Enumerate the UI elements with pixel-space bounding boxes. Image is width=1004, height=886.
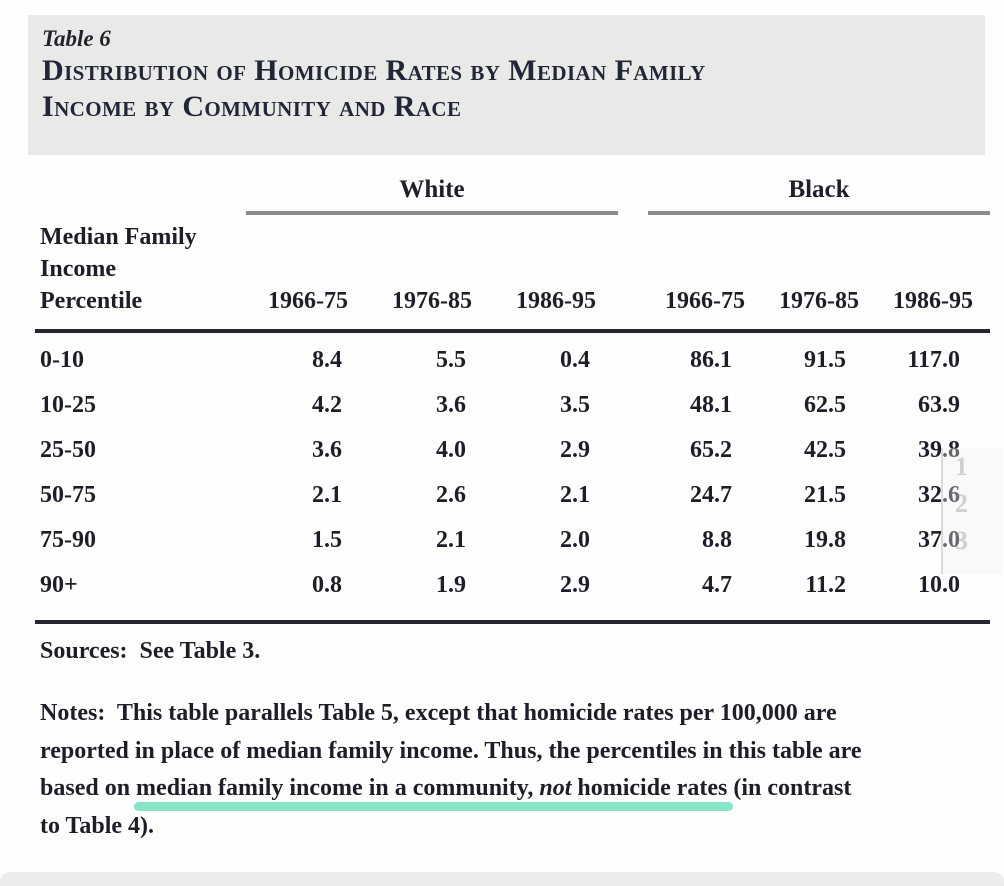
- ghost-list-item: 1: [955, 452, 968, 481]
- cell-black-1986-95: 117.0: [907, 347, 960, 373]
- notes-paragraph: Notes: This table parallels Table 5, exc…: [40, 695, 980, 845]
- col-header-white-1966-75: 1966-75: [268, 288, 348, 314]
- cell-black-1966-75: 86.1: [690, 347, 732, 373]
- table-body: 0-10 8.4 5.5 0.4 86.1 91.5 117.0 10-25 4…: [35, 329, 990, 624]
- table-number-label: Table 6: [42, 26, 111, 51]
- table-row-50-75: 50-75 2.1 2.6 2.1 24.7 21.5 32.6: [35, 473, 990, 518]
- table-row-90plus: 90+ 0.8 1.9 2.9 4.7 11.2 10.0: [35, 563, 990, 608]
- group-header-spacer: [35, 176, 246, 215]
- cell-white-1966-75: 4.2: [312, 392, 342, 418]
- row-percentile: 75-90: [40, 527, 96, 553]
- cell-black-1986-95: 37.0: [918, 527, 960, 553]
- row-percentile: 25-50: [40, 437, 96, 463]
- cell-white-1986-95: 3.5: [560, 392, 590, 418]
- faint-numbered-list-overlay: 1 2 3: [941, 448, 1003, 574]
- cell-black-1966-75: 8.8: [702, 527, 732, 553]
- stub-header-line1: Median Family: [40, 224, 197, 250]
- sources-line: Sources: See Table 3.: [40, 638, 261, 664]
- cell-white-1976-85: 4.0: [436, 437, 466, 463]
- cell-black-1966-75: 4.7: [702, 572, 732, 598]
- group-header-white: White: [246, 176, 618, 215]
- cell-white-1976-85: 2.1: [436, 527, 466, 553]
- notes-line3-prefix: based on: [40, 775, 137, 801]
- cell-black-1986-95: 32.6: [918, 482, 960, 508]
- cell-black-1976-85: 42.5: [804, 437, 846, 463]
- row-percentile: 90+: [40, 572, 78, 598]
- ghost-list-item: 3: [955, 526, 968, 555]
- cell-black-1976-85: 62.5: [804, 392, 846, 418]
- cell-white-1976-85: 1.9: [436, 572, 466, 598]
- cell-white-1986-95: 0.4: [560, 347, 590, 373]
- stub-header-line3: Percentile: [40, 288, 143, 314]
- notes-line1: Notes: This table parallels Table 5, exc…: [40, 700, 837, 726]
- cell-white-1976-85: 2.6: [436, 482, 466, 508]
- table-row-25-50: 25-50 3.6 4.0 2.9 65.2 42.5 39.8: [35, 428, 990, 473]
- table-column-header-row: Median Family Income Percentile 1966-75 …: [35, 215, 990, 317]
- cell-black-1976-85: 91.5: [804, 347, 846, 373]
- row-percentile: 50-75: [40, 482, 96, 508]
- table-group-header-row: White Black: [35, 176, 990, 215]
- col-header-white-1986-95: 1986-95: [516, 288, 596, 314]
- cell-white-1976-85: 5.5: [436, 347, 466, 373]
- cell-white-1966-75: 1.5: [312, 527, 342, 553]
- cell-white-1966-75: 2.1: [312, 482, 342, 508]
- cell-white-1966-75: 0.8: [312, 572, 342, 598]
- table-title-line2: Income by Community and Race: [42, 90, 462, 123]
- cell-white-1986-95: 2.0: [560, 527, 590, 553]
- stub-header-line2: Income: [40, 256, 116, 282]
- notes-line2: reported in place of median family incom…: [40, 737, 862, 764]
- cell-white-1966-75: 8.4: [312, 347, 342, 373]
- table-row-75-90: 75-90 1.5 2.1 2.0 8.8 19.8 37.0: [35, 518, 990, 563]
- notes-line4: to Table 4).: [40, 812, 155, 839]
- col-header-black-1966-75: 1966-75: [665, 288, 745, 314]
- cell-black-1986-95: 39.8: [918, 437, 960, 463]
- cell-black-1966-75: 24.7: [690, 482, 732, 508]
- table-row-0-10: 0-10 8.4 5.5 0.4 86.1 91.5 117.0: [35, 338, 990, 383]
- row-percentile: 10-25: [40, 392, 96, 418]
- notes-line3: based on median family income in a commu…: [40, 770, 980, 808]
- notes-line3-highlighted-italic: not: [539, 775, 572, 801]
- bottom-window-strip: [0, 872, 1004, 886]
- row-percentile: 0-10: [40, 347, 84, 373]
- cell-black-1976-85: 21.5: [804, 482, 846, 508]
- group-header-gap: [618, 176, 648, 215]
- cell-black-1986-95: 63.9: [918, 392, 960, 418]
- ghost-list-item: 2: [955, 489, 968, 518]
- col-header-white-1976-85: 1976-85: [392, 288, 472, 314]
- notes-line3-highlighted-b: homicide rates: [571, 775, 728, 801]
- notes-line3-highlighted-a: median family income in a community,: [136, 775, 540, 801]
- cell-white-1976-85: 3.6: [436, 392, 466, 418]
- mint-highlight-underline: median family income in a community, not…: [136, 775, 727, 801]
- cell-black-1966-75: 65.2: [690, 437, 732, 463]
- cell-black-1976-85: 19.8: [804, 527, 846, 553]
- cell-black-1966-75: 48.1: [690, 392, 732, 418]
- col-header-black-1976-85: 1976-85: [779, 288, 859, 314]
- table-title-line1: Distribution of Homicide Rates by Median…: [42, 54, 706, 87]
- cell-white-1986-95: 2.1: [560, 482, 590, 508]
- cell-black-1976-85: 11.2: [805, 572, 846, 598]
- table-row-10-25: 10-25 4.2 3.6 3.5 48.1 62.5 63.9: [35, 383, 990, 428]
- cell-white-1986-95: 2.9: [560, 437, 590, 463]
- cell-black-1986-95: 10.0: [918, 572, 960, 598]
- stub-header: Median Family Income Percentile: [35, 221, 246, 317]
- col-header-black-1986-95: 1986-95: [893, 288, 973, 314]
- cell-white-1966-75: 3.6: [312, 437, 342, 463]
- group-header-black: Black: [648, 176, 990, 215]
- notes-line3-suffix: (in contrast: [727, 775, 852, 801]
- table-title-block: Table 6 Distribution of Homicide Rates b…: [28, 15, 985, 155]
- data-table: White Black Median Family Income Percent…: [35, 176, 990, 624]
- cell-white-1986-95: 2.9: [560, 572, 590, 598]
